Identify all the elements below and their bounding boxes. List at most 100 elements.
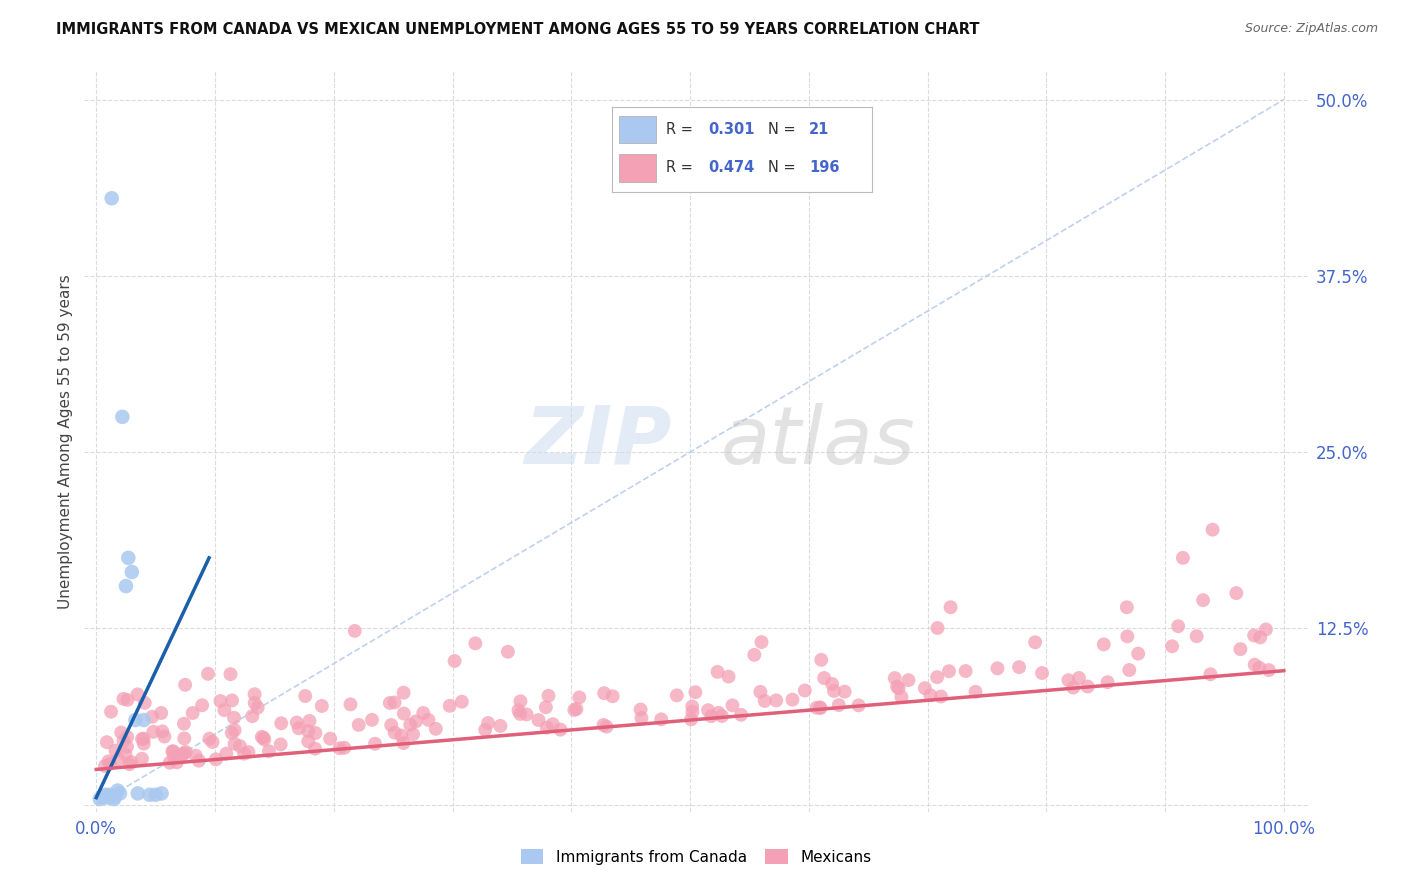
Point: [173, 731, 195, 746]
Point: [132, 731, 155, 746]
Point: [132, 713, 155, 727]
Point: [98, 756, 121, 771]
Point: [1128, 647, 1150, 661]
Point: [243, 696, 266, 710]
Point: [304, 726, 326, 740]
Point: [134, 696, 156, 710]
Point: [110, 725, 132, 739]
Point: [108, 752, 131, 766]
Point: [744, 648, 766, 662]
Point: [392, 736, 415, 750]
Point: [697, 703, 720, 717]
Point: [117, 693, 139, 707]
Point: [174, 745, 197, 759]
Point: [197, 666, 219, 681]
Point: [253, 732, 276, 747]
Point: [536, 721, 558, 735]
Point: [527, 713, 550, 727]
Point: [1057, 673, 1080, 688]
Point: [162, 744, 184, 758]
Point: [100, 705, 122, 719]
Point: [127, 786, 149, 800]
Point: [681, 705, 703, 719]
Point: [142, 724, 165, 739]
Text: 196: 196: [810, 160, 839, 175]
Point: [131, 752, 153, 766]
Point: [98, 788, 121, 802]
Point: [384, 725, 406, 739]
Point: [700, 709, 723, 723]
Point: [1008, 660, 1031, 674]
Point: [568, 690, 591, 705]
Point: [402, 727, 425, 741]
Point: [986, 661, 1008, 675]
Point: [1118, 663, 1140, 677]
Point: [297, 724, 319, 739]
Point: [630, 711, 652, 725]
Point: [319, 731, 342, 746]
Point: [150, 724, 173, 739]
Point: [1201, 523, 1223, 537]
Point: [1097, 675, 1119, 690]
Text: 0.301: 0.301: [707, 121, 755, 136]
Point: [630, 702, 652, 716]
Point: [222, 711, 245, 725]
Point: [121, 565, 143, 579]
Text: R =: R =: [666, 160, 697, 175]
Point: [91, 789, 114, 804]
Point: [927, 670, 949, 684]
Point: [392, 686, 415, 700]
Point: [361, 713, 384, 727]
Point: [389, 729, 412, 743]
Point: [172, 747, 194, 762]
Point: [464, 636, 486, 650]
Point: [97, 754, 120, 768]
Point: [250, 730, 273, 744]
Point: [564, 703, 586, 717]
Point: [754, 694, 776, 708]
Point: [384, 695, 406, 709]
Point: [1024, 635, 1046, 649]
Point: [215, 747, 238, 761]
Point: [224, 723, 246, 738]
Point: [108, 786, 131, 800]
Point: [1161, 640, 1184, 654]
Point: [399, 718, 422, 732]
Text: 21: 21: [810, 121, 830, 136]
Point: [927, 621, 949, 635]
Point: [717, 670, 740, 684]
Point: [813, 671, 835, 685]
Point: [595, 720, 617, 734]
Point: [114, 747, 136, 762]
Point: [112, 692, 135, 706]
Point: [890, 690, 912, 704]
Point: [174, 678, 197, 692]
Point: [808, 700, 831, 714]
Point: [707, 706, 730, 720]
Point: [298, 714, 321, 728]
Point: [920, 688, 942, 702]
Point: [115, 739, 138, 754]
Point: [191, 698, 214, 713]
Point: [240, 709, 263, 723]
Point: [1116, 629, 1139, 643]
Point: [173, 716, 195, 731]
Point: [89, 792, 111, 806]
Point: [270, 738, 292, 752]
Point: [1257, 663, 1279, 677]
Legend: Immigrants from Canada, Mexicans: Immigrants from Canada, Mexicans: [515, 843, 877, 871]
Point: [257, 744, 280, 758]
Point: [810, 701, 832, 715]
Point: [1171, 550, 1194, 565]
Point: [124, 713, 146, 727]
Point: [94, 759, 117, 773]
Point: [439, 698, 461, 713]
Point: [650, 712, 672, 726]
Text: N =: N =: [768, 160, 800, 175]
Point: [1067, 671, 1090, 685]
Point: [450, 695, 472, 709]
Point: [209, 694, 232, 708]
Point: [201, 735, 224, 749]
Point: [120, 755, 142, 769]
Point: [730, 707, 752, 722]
